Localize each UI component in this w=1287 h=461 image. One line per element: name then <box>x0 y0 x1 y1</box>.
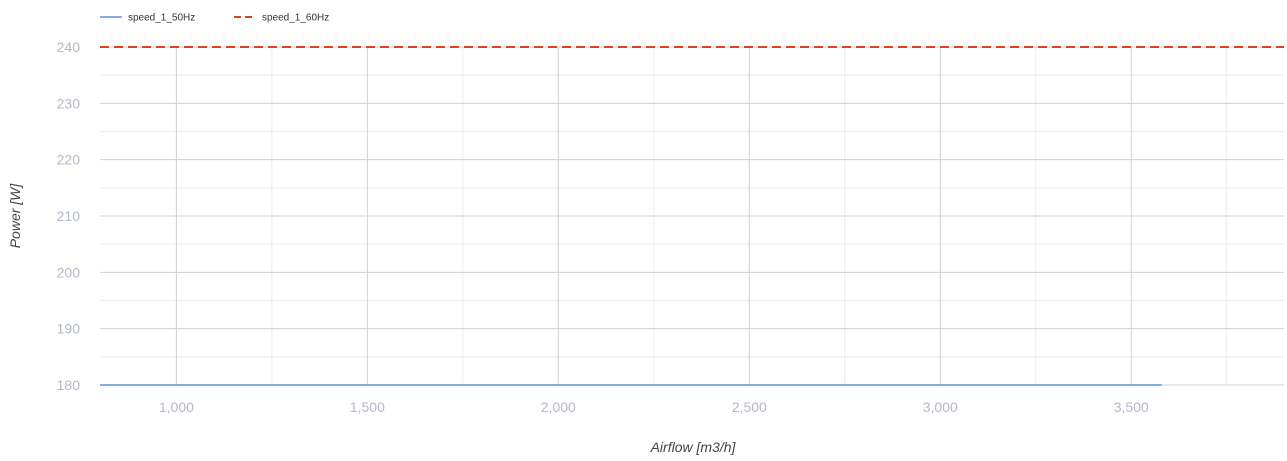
x-tick-label: 2,000 <box>541 399 576 415</box>
y-tick-label: 180 <box>57 377 81 393</box>
legend-label: speed_1_60Hz <box>262 13 329 24</box>
y-axis-ticks: 180 190 200 210 220 230 240 <box>57 39 81 393</box>
legend: speed_1_50Hz speed_1_60Hz <box>100 13 329 24</box>
y-tick-label: 190 <box>57 321 81 337</box>
major-gridlines <box>100 46 1284 386</box>
y-tick-label: 200 <box>57 264 81 280</box>
legend-label: speed_1_50Hz <box>128 13 195 24</box>
series-layer <box>100 46 1284 386</box>
y-tick-label: 220 <box>57 152 81 168</box>
x-tick-label: 3,500 <box>1114 399 1149 415</box>
y-tick-label: 240 <box>57 39 81 55</box>
x-axis-ticks: 1,000 1,500 2,000 2,500 3,000 3,500 <box>159 399 1149 415</box>
y-tick-label: 210 <box>57 208 81 224</box>
x-tick-label: 1,500 <box>350 399 385 415</box>
y-axis-title: Power [W] <box>7 183 23 249</box>
x-tick-label: 1,000 <box>159 399 194 415</box>
x-axis-title: Airflow [m3/h] <box>650 439 737 455</box>
x-tick-label: 2,500 <box>732 399 767 415</box>
y-tick-label: 230 <box>57 95 81 111</box>
x-tick-label: 3,000 <box>923 399 958 415</box>
